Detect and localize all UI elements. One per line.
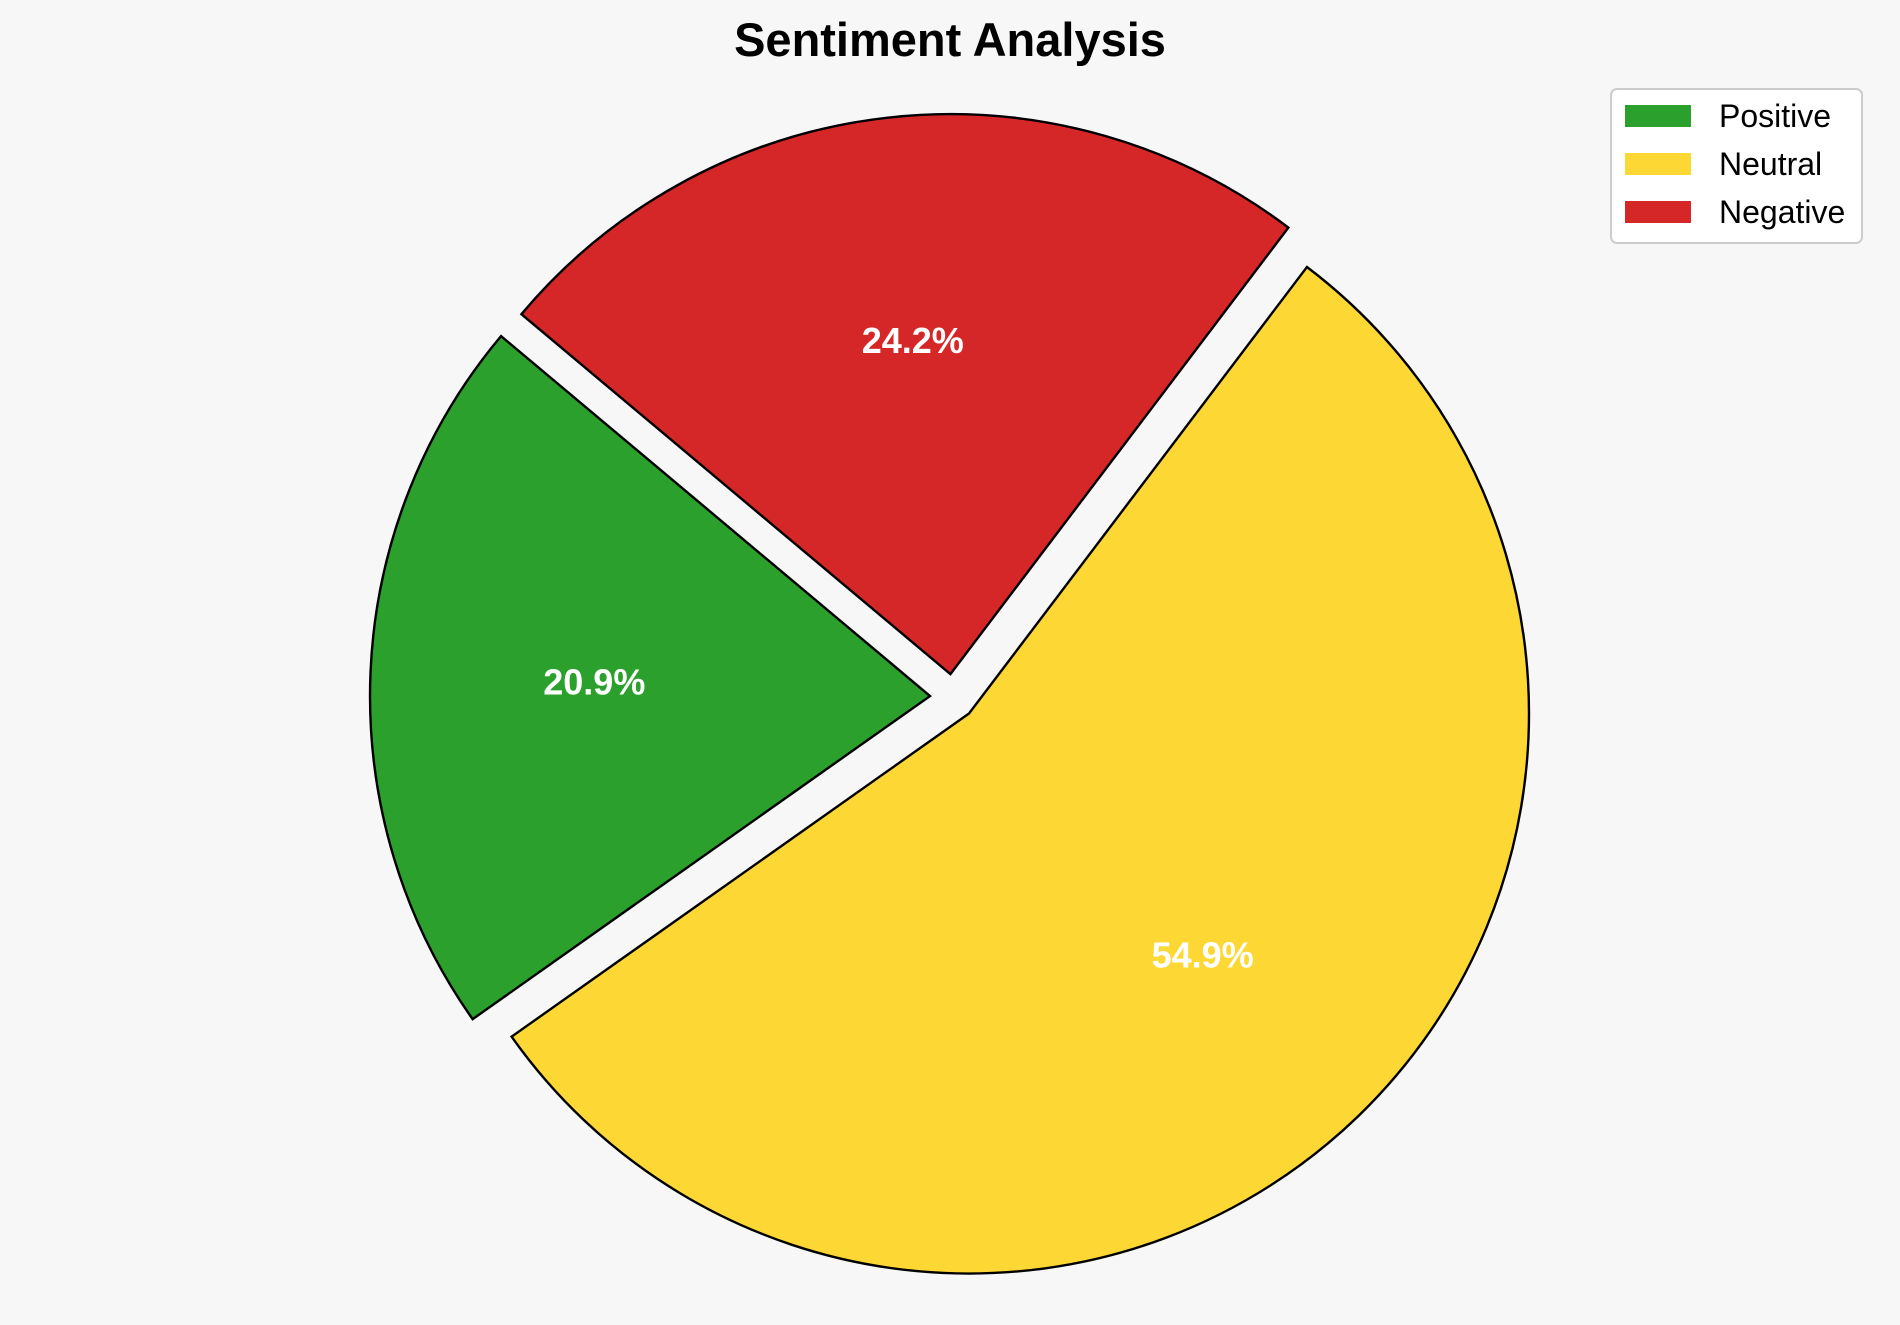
pie-label-positive: 20.9%: [543, 662, 645, 703]
pie-label-neutral: 54.9%: [1152, 934, 1254, 975]
pie-slices: [368, 112, 1531, 1275]
pie-slice-neutral: [509, 265, 1531, 1275]
legend-swatch-neutral: [1625, 153, 1691, 175]
legend-swatch-negative: [1625, 201, 1691, 223]
legend: Positive Neutral Negative: [1610, 88, 1863, 244]
chart-title: Sentiment Analysis: [734, 13, 1166, 66]
legend-label-positive: Positive: [1719, 98, 1831, 134]
legend-label-negative: Negative: [1719, 194, 1845, 230]
pie-label-negative: 24.2%: [862, 320, 964, 361]
legend-swatch-positive: [1625, 105, 1691, 127]
pie-slice-positive: [368, 334, 932, 1021]
pie-slice-negative: [519, 112, 1291, 676]
legend-label-neutral: Neutral: [1719, 146, 1822, 182]
pie-slice-labels: 20.9% 54.9% 24.2%: [543, 320, 1253, 976]
